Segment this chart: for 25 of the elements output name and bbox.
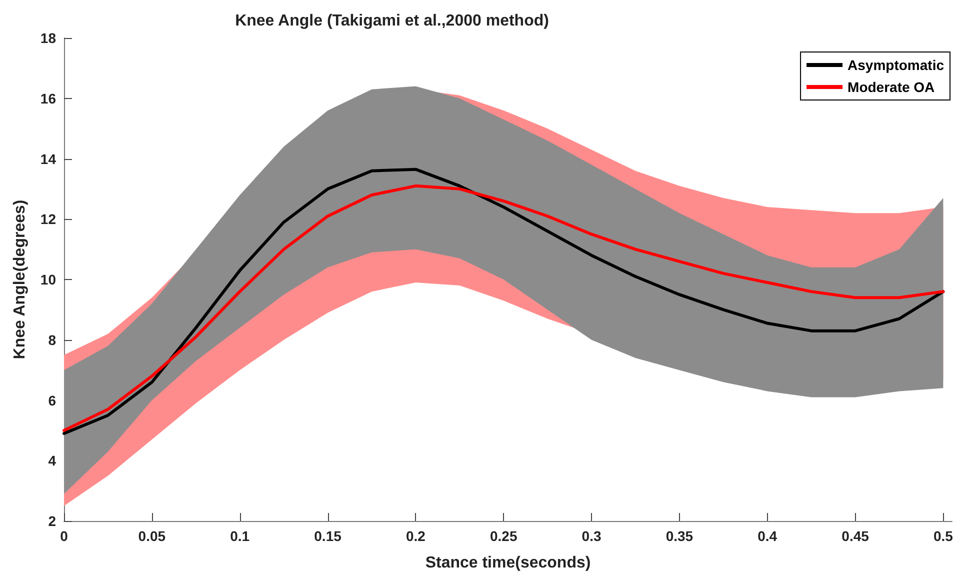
- x-tick-label: 0.1: [230, 528, 250, 544]
- y-tick-label: 12: [40, 211, 56, 228]
- x-tick-label: 0.45: [842, 528, 870, 544]
- x-tick-label: 0.2: [406, 528, 426, 544]
- y-tick-label: 8: [48, 332, 56, 348]
- x-tick-label: 0.15: [314, 528, 342, 544]
- y-tick-label: 18: [40, 30, 56, 46]
- x-axis-title: Stance time(seconds): [425, 554, 591, 572]
- x-tick-label: 0.35: [666, 528, 694, 544]
- y-tick-label: 10: [40, 272, 56, 288]
- x-tick-label: 0.05: [138, 528, 166, 544]
- x-tick-label: 0.25: [490, 528, 518, 544]
- y-axis-title: Knee Angle(degrees): [12, 200, 28, 360]
- x-tick-label: 0: [60, 528, 68, 544]
- chart-title: Knee Angle (Takigami et al.,2000 method): [235, 12, 549, 30]
- legend-label: Asymptomatic: [848, 57, 944, 73]
- y-tick-label: 2: [48, 513, 56, 529]
- y-tick-label: 16: [40, 90, 56, 106]
- y-tick-label: 6: [48, 392, 56, 408]
- y-tick-label: 14: [40, 150, 56, 167]
- x-tick-label: 0.5: [933, 528, 954, 544]
- x-tick-label: 0.4: [758, 528, 778, 544]
- legend-label: Moderate OA: [848, 79, 935, 95]
- x-tick-label: 0.3: [582, 528, 602, 544]
- y-tick-label: 4: [48, 452, 56, 469]
